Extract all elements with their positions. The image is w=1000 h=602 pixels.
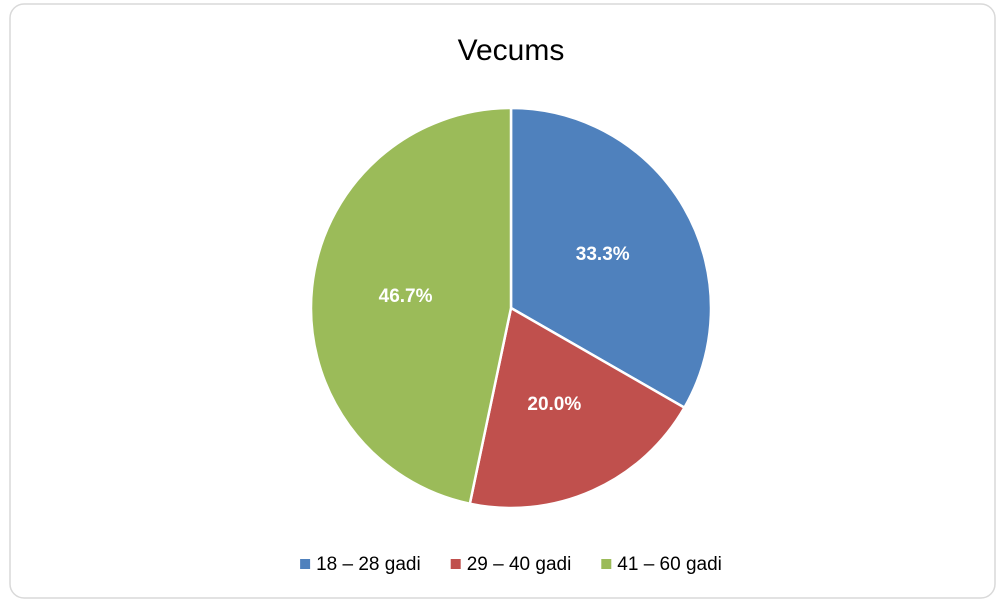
data-label: 20.0% (527, 394, 581, 415)
legend-swatch (300, 559, 311, 569)
data-label: 33.3% (576, 244, 630, 265)
legend-label: 29 – 40 gadi (467, 554, 572, 575)
legend-swatch (601, 559, 612, 569)
legend-label: 18 – 28 gadi (316, 554, 421, 575)
pie-slice (309, 106, 513, 506)
chart-title: Vecums (458, 34, 565, 67)
legend-label: 41 – 60 gadi (617, 554, 722, 575)
legend-swatch (450, 559, 461, 569)
pie-slice (468, 306, 687, 510)
pie-slice (509, 106, 713, 410)
data-label: 46.7% (379, 286, 433, 307)
